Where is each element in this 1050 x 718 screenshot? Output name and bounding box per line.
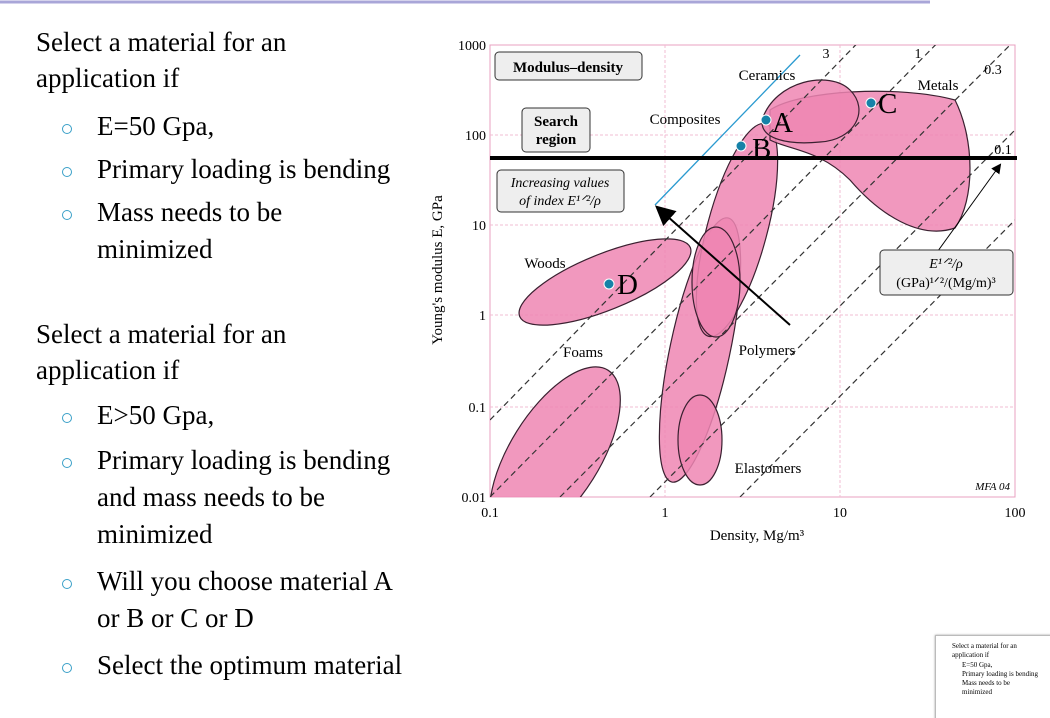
points [603,97,877,290]
sub-bullet-marker [62,210,72,220]
point-label: D [617,269,638,301]
thumb-text: E=50 Gpa, [962,661,993,669]
slope-label: 1 [915,47,922,62]
sub-bullet-text: minimized [97,519,213,549]
label-box [521,107,591,153]
region-label: Metals [918,78,959,94]
figure-title: Modulus–density [513,60,624,76]
slope-label: 0.3 [984,63,1002,78]
sub-bullet-text: minimized [97,234,213,264]
y-tick-label: 10 [472,219,486,234]
sub-bullet-marker [62,413,72,423]
region-label: Ceramics [739,68,796,84]
sub-bullet-text: Select the optimum material [97,650,403,680]
sub-bullet-text: E=50 Gpa, [97,111,215,141]
index-label: (GPa)¹ᐟ²/(Mg/m)³ [896,276,995,291]
slide-thumbnail[interactable]: Select a material for an application if E=… [935,635,1050,718]
x-axis-label: Density, Mg/m³ [710,528,805,544]
sub-bullet-marker [62,124,72,134]
index-arrow [934,163,1002,256]
sub-bullet-marker [62,458,72,468]
thumb-text: application if [952,651,990,659]
y-tick-label: 1000 [458,39,486,54]
x-tick-label: 100 [1005,506,1026,521]
label-box [494,51,643,81]
credit: MFA 04 [974,481,1010,493]
sub-bullet-text: or B or C or D [97,603,254,633]
region-label: Elastomers [735,461,802,477]
x-tick-label: 0.1 [481,506,499,521]
y-tick-label: 100 [465,129,486,144]
sub-bullet-text: Will you choose material A [97,566,393,596]
search-region-label: Search [534,114,579,130]
search-region-label: region [536,132,577,148]
y-tick-label: 0.1 [469,401,487,416]
sub-bullet-text: Mass needs to be [97,197,283,227]
increasing-note: of index E¹ᐟ²/ρ [519,194,601,209]
sub-bullet-text: Primary loading is bending [97,445,391,475]
bullet-text: Select a material for an [36,27,287,57]
regions [490,45,1015,497]
sub-bullet-text: E>50 Gpa, [97,400,215,430]
thumb-text: Mass needs to be [962,679,1011,687]
label-box [496,169,625,213]
y-tick-label: 0.01 [462,491,487,506]
slope-label: 0.1 [994,143,1012,158]
region-label: Composites [650,112,721,128]
bullet-text: Select a material for an [36,319,287,349]
sub-bullet-text: Primary loading is bending [97,154,391,184]
sub-bullet-marker [62,663,72,673]
x-tick-label: 1 [662,506,669,521]
y-tick-label: 1 [479,309,486,324]
region-label: Foams [563,345,603,361]
region-label: Woods [524,256,565,272]
slope-label: 3 [823,47,830,62]
point-label: C [878,88,897,120]
bullet-text: application if [36,63,180,93]
thumb-text: minimized [962,688,992,696]
sub-bullet-text: and mass needs to be [97,482,325,512]
thumb-text: Select a material for an [952,642,1017,650]
point-label: B [752,133,771,165]
direction-arrow [655,205,791,326]
index-label: E¹ᐟ²/ρ [928,257,963,272]
label-box [879,249,1014,296]
y-axis-label: Young's modulus E, GPa [430,195,446,345]
region-label: Polymers [739,343,796,359]
sub-bullet-marker [62,579,72,589]
x-tick-label: 10 [833,506,847,521]
thumb-text: Primary loading is bending [962,670,1039,678]
bullet-text: application if [36,355,180,385]
increasing-note: Increasing values [510,176,610,191]
point-label: A [772,107,793,139]
sub-bullet-marker [62,167,72,177]
